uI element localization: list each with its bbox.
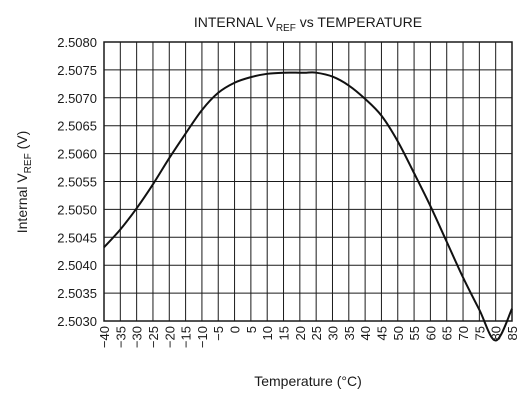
chart-title: INTERNAL VREF vs TEMPERATURE (194, 14, 422, 34)
series-line (103, 71, 513, 342)
y-tick-label: 2.5080 (57, 35, 97, 50)
y-tick-label: 2.5045 (57, 230, 97, 245)
x-tick-label: 60 (423, 326, 438, 340)
x-tick-label: −5 (211, 326, 226, 341)
y-tick-labels: 2.5080 2.5075 2.5070 2.5065 2.5060 2.5055 2.50… (57, 35, 97, 329)
x-tick-label: −10 (195, 326, 210, 348)
x-tick-label: 35 (342, 326, 357, 340)
y-axis-title-rest: (V) (14, 131, 30, 154)
x-tick-label: −25 (146, 326, 161, 348)
x-tick-label: −20 (162, 326, 177, 348)
plot-frame (103, 41, 513, 322)
y-axis-title-subscript: REF (23, 153, 34, 173)
x-tick-label: −35 (113, 326, 128, 348)
x-tick-label: 55 (407, 326, 422, 340)
chart-title-main: INTERNAL V (194, 14, 277, 30)
x-tick-label: 70 (456, 326, 471, 340)
y-axis-title-main: Internal V (14, 173, 30, 234)
y-axis-title: Internal VREF (V) (14, 131, 34, 234)
y-tick-label: 2.5075 (57, 63, 97, 78)
y-tick-label: 2.5070 (57, 91, 97, 106)
x-tick-label: 75 (472, 326, 487, 340)
grid (103, 41, 513, 322)
y-tick-label: 2.5040 (57, 258, 97, 273)
x-tick-label: 45 (374, 326, 389, 340)
y-tick-label: 2.5060 (57, 147, 97, 162)
x-tick-labels: −40 −35 −30 −25 −20 −15 −10 −5 0 5 10 15 20 25 30 35 40 4… (97, 326, 520, 348)
x-tick-label: −40 (97, 326, 112, 348)
y-tick-label: 2.5030 (57, 314, 97, 329)
x-tick-label: 25 (309, 326, 324, 340)
x-tick-label: 20 (293, 326, 308, 340)
y-tick-label: 2.5035 (57, 286, 97, 301)
y-tick-label: 2.5055 (57, 175, 97, 190)
x-tick-label: 15 (277, 326, 292, 340)
x-tick-label: 80 (489, 326, 504, 340)
x-tick-label: 0 (228, 326, 243, 333)
x-tick-label: 85 (505, 326, 520, 340)
chart-title-subscript: REF (276, 23, 296, 34)
x-tick-label: 65 (440, 326, 455, 340)
x-tick-label: 50 (391, 326, 406, 340)
x-tick-label: −15 (179, 326, 194, 348)
x-tick-label: 30 (325, 326, 340, 340)
x-axis-title: Temperature (°C) (254, 373, 362, 389)
x-tick-label: −30 (130, 326, 145, 348)
x-tick-label: 5 (244, 326, 259, 333)
x-tick-label: 10 (260, 326, 275, 340)
chart-title-rest: vs TEMPERATURE (296, 14, 422, 30)
y-tick-label: 2.5050 (57, 202, 97, 217)
x-tick-label: 40 (358, 326, 373, 340)
y-tick-label: 2.5065 (57, 119, 97, 134)
